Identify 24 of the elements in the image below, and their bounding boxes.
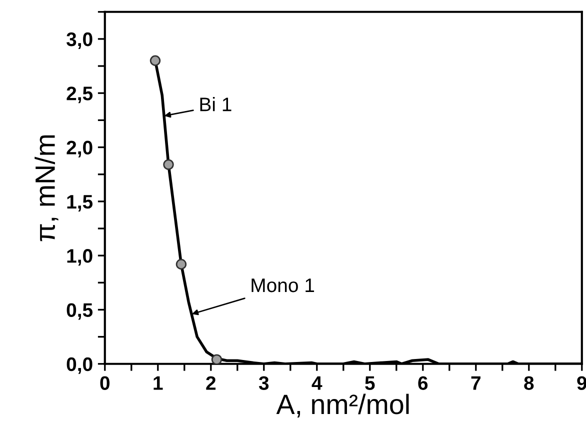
y-tick-label: 0,0 — [66, 357, 92, 374]
x-tick-label: 4 — [312, 376, 322, 390]
annotation: Mono 1 — [252, 278, 314, 292]
x-tick-label: 1 — [154, 376, 163, 390]
point — [176, 258, 187, 270]
y-tick-label: 3,0 — [66, 32, 92, 50]
y-tick-label: 0,5 — [66, 303, 93, 320]
x-tick-label: 6 — [418, 376, 428, 390]
x-tick-label: 8 — [524, 376, 534, 390]
point — [163, 159, 174, 170]
annotation: Bi 1 — [200, 97, 232, 112]
y-tick-label: 1,5 — [67, 195, 93, 212]
y-tick-label: 2,5 — [66, 86, 93, 104]
x-tick-label: 7 — [471, 376, 480, 390]
y-tick-label: 1,0 — [67, 249, 92, 266]
x-tick-label: 0 — [100, 376, 110, 390]
y-axis-title: π, mN/m — [34, 135, 58, 242]
x-tick-label: 2 — [206, 376, 216, 390]
x-axis-title: A, nm²/mol — [276, 394, 409, 418]
y-tick-label: 2,0 — [66, 140, 92, 158]
x-tick-label: 5 — [365, 376, 375, 390]
point — [150, 55, 161, 66]
point — [211, 354, 222, 364]
x-tick-label: 3 — [258, 376, 269, 390]
